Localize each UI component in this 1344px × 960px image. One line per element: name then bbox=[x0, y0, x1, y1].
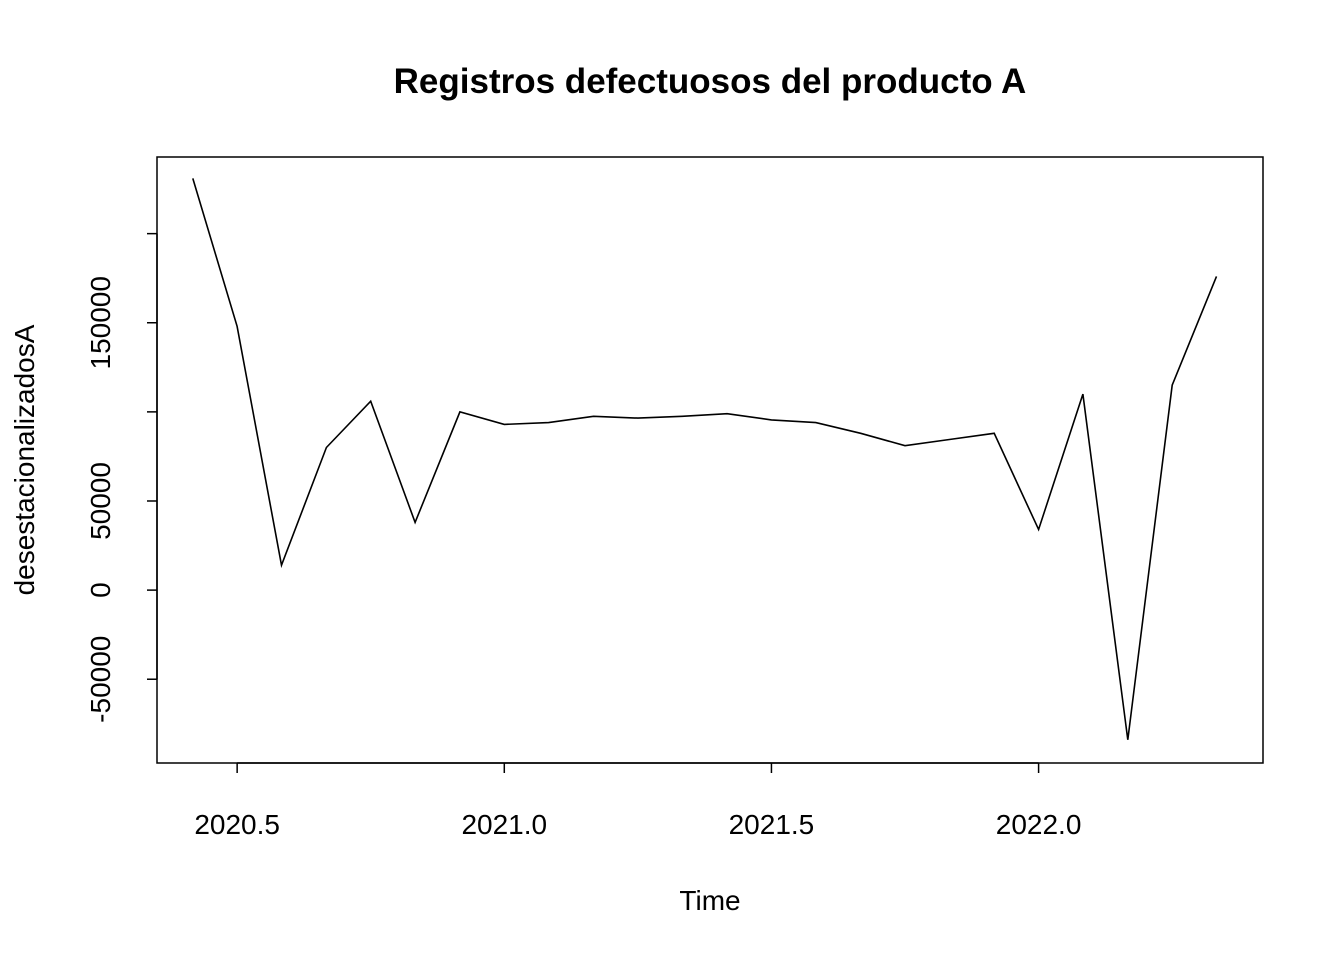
series-line bbox=[192, 178, 1218, 740]
x-tick-label: 2021.5 bbox=[729, 809, 815, 840]
y-tick-label: 150000 bbox=[85, 276, 116, 369]
y-tick-label: 0 bbox=[85, 582, 116, 598]
x-tick-label: 2021.0 bbox=[461, 809, 547, 840]
x-tick-label: 2020.5 bbox=[194, 809, 280, 840]
y-tick-label: -50000 bbox=[85, 636, 116, 723]
y-tick-label: 50000 bbox=[85, 462, 116, 540]
y-axis-label: desestacionalizadosA bbox=[9, 324, 40, 595]
plot-frame bbox=[156, 156, 1264, 764]
x-axis: 2020.5 2021.0 2021.5 2022.0 bbox=[194, 762, 1082, 840]
x-tick-label: 2022.0 bbox=[996, 809, 1082, 840]
y-axis: -50000 0 50000 150000 bbox=[85, 232, 158, 723]
chart-title: Registros defectuosos del producto A bbox=[394, 62, 1027, 101]
x-axis-label: Time bbox=[679, 885, 740, 916]
